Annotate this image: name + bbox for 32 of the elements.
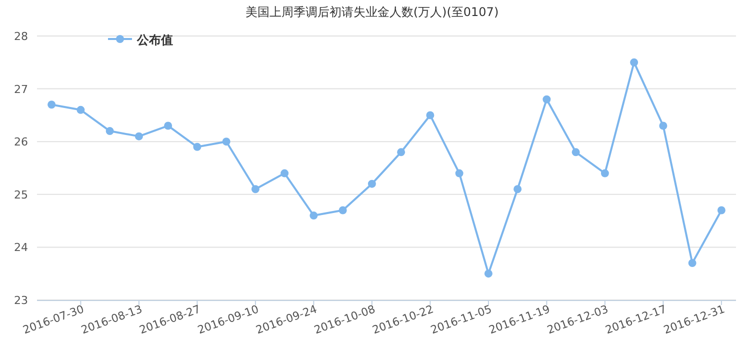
point: [600, 169, 609, 178]
y-tick-label: 24: [14, 241, 28, 254]
point: [48, 100, 56, 109]
point: [193, 142, 202, 151]
legend-label: 公布值: [136, 33, 173, 47]
point: [222, 138, 230, 146]
point: [397, 148, 406, 156]
y-tick-label: 26: [14, 136, 28, 149]
y-tick-label: 27: [14, 82, 28, 96]
point: [630, 58, 638, 66]
y-tick-label: 25: [14, 188, 28, 202]
point: [659, 122, 668, 130]
point: [514, 185, 522, 194]
point: [484, 270, 492, 278]
point: [76, 106, 85, 114]
point: [426, 111, 434, 120]
point: [688, 259, 696, 268]
point: [338, 206, 347, 214]
point: [542, 95, 551, 104]
point: [368, 180, 376, 188]
y-tick-label: 28: [14, 30, 28, 43]
point: [164, 122, 172, 130]
point: [280, 169, 289, 178]
y-tick-label: 23: [14, 294, 28, 307]
point: [134, 132, 143, 140]
chart-title: 美国上周季调后初请失业金人数(万人)(至0107): [245, 5, 499, 19]
point: [251, 185, 260, 194]
point: [572, 148, 580, 156]
point: [717, 206, 726, 214]
point: [106, 127, 114, 136]
point: [310, 212, 318, 220]
point: [455, 169, 464, 178]
